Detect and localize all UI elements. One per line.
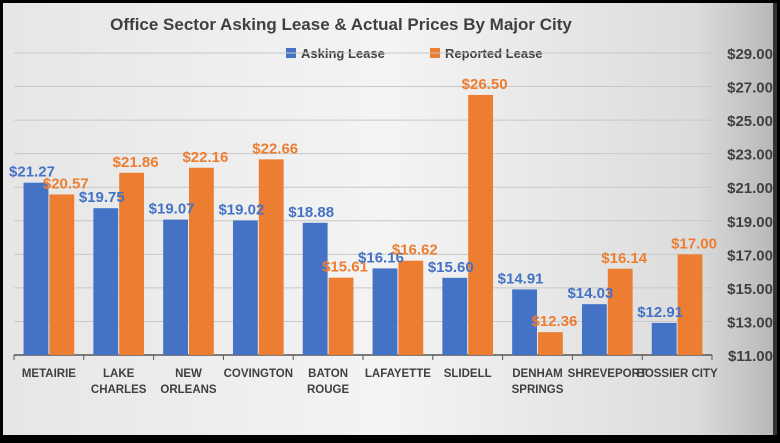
data-label: $15.61: [322, 259, 368, 276]
bar-reported: [258, 159, 284, 355]
bar-asking: [302, 222, 328, 355]
bar-reported: [677, 254, 703, 355]
bar-chart: Office Sector Asking Lease & Actual Pric…: [9, 15, 773, 396]
x-tick-label: DENHAM: [512, 368, 562, 380]
y-tick-label: $15.00: [727, 281, 773, 298]
bar-reported: [607, 268, 633, 355]
data-label: $16.16: [358, 249, 404, 266]
data-label: $20.57: [43, 175, 89, 192]
data-label: $12.36: [531, 313, 577, 330]
data-label: $15.60: [428, 259, 474, 276]
data-label: $21.27: [9, 164, 55, 181]
y-tick-label: $29.00: [727, 46, 773, 63]
bar-asking: [93, 208, 119, 355]
y-tick-label: $13.00: [727, 314, 773, 331]
data-label: $17.00: [671, 235, 717, 252]
data-label: $12.91: [637, 304, 683, 321]
bar-asking: [232, 220, 258, 355]
x-tick-label: METAIRIE: [22, 368, 76, 380]
bar-reported: [189, 167, 214, 355]
bar-asking: [581, 304, 607, 355]
x-tick-label: BOSSIER CITY: [637, 368, 718, 380]
data-label: $18.88: [288, 204, 334, 221]
y-tick-label: $27.00: [727, 80, 773, 97]
bar-asking: [651, 322, 677, 355]
data-label: $19.75: [79, 189, 125, 206]
data-label: $14.03: [567, 285, 613, 302]
bar-asking: [442, 277, 468, 355]
chart-title: Office Sector Asking Lease & Actual Pric…: [110, 15, 572, 34]
bar-reported: [49, 194, 75, 355]
data-label: $26.50: [462, 76, 508, 93]
bar-asking: [163, 219, 188, 355]
data-label: $22.16: [182, 149, 228, 166]
bar-asking: [512, 289, 537, 355]
data-label: $21.86: [113, 154, 159, 171]
x-tick-label: LAKE: [103, 368, 135, 380]
bar-reported: [398, 260, 424, 355]
y-tick-label: $11.00: [728, 348, 773, 365]
bar-reported: [468, 94, 494, 355]
bar-asking: [372, 268, 398, 355]
x-tick-label: NEW: [175, 368, 202, 380]
data-label: $19.07: [149, 201, 195, 218]
x-tick-label: BATON: [308, 368, 348, 380]
bar-asking: [23, 182, 49, 355]
data-label: $16.62: [392, 242, 438, 259]
x-tick-label: COVINGTON: [224, 368, 293, 380]
bar-reported: [328, 277, 354, 355]
data-label: $14.91: [498, 270, 544, 287]
data-label: $22.66: [252, 140, 298, 157]
data-label: $19.02: [218, 201, 264, 218]
x-tick-label: ROUGE: [307, 384, 350, 396]
y-tick-label: $25.00: [727, 113, 773, 130]
y-tick-label: $19.00: [727, 214, 773, 231]
y-tick-label: $17.00: [727, 247, 773, 264]
x-tick-label: SHREVEPORT: [568, 368, 647, 380]
y-tick-label: $21.00: [727, 180, 773, 197]
x-tick-label: CHARLES: [91, 384, 147, 396]
bar-reported: [538, 332, 563, 355]
x-tick-label: SPRINGS: [512, 384, 564, 396]
x-tick-label: SLIDELL: [444, 368, 492, 380]
x-tick-label: LAFAYETTE: [365, 368, 431, 380]
chart-frame: Office Sector Asking Lease & Actual Pric…: [3, 3, 777, 435]
data-label: $16.14: [601, 250, 648, 267]
y-tick-label: $23.00: [727, 147, 773, 164]
x-tick-label: ORLEANS: [160, 384, 217, 396]
bar-reported: [119, 172, 145, 355]
